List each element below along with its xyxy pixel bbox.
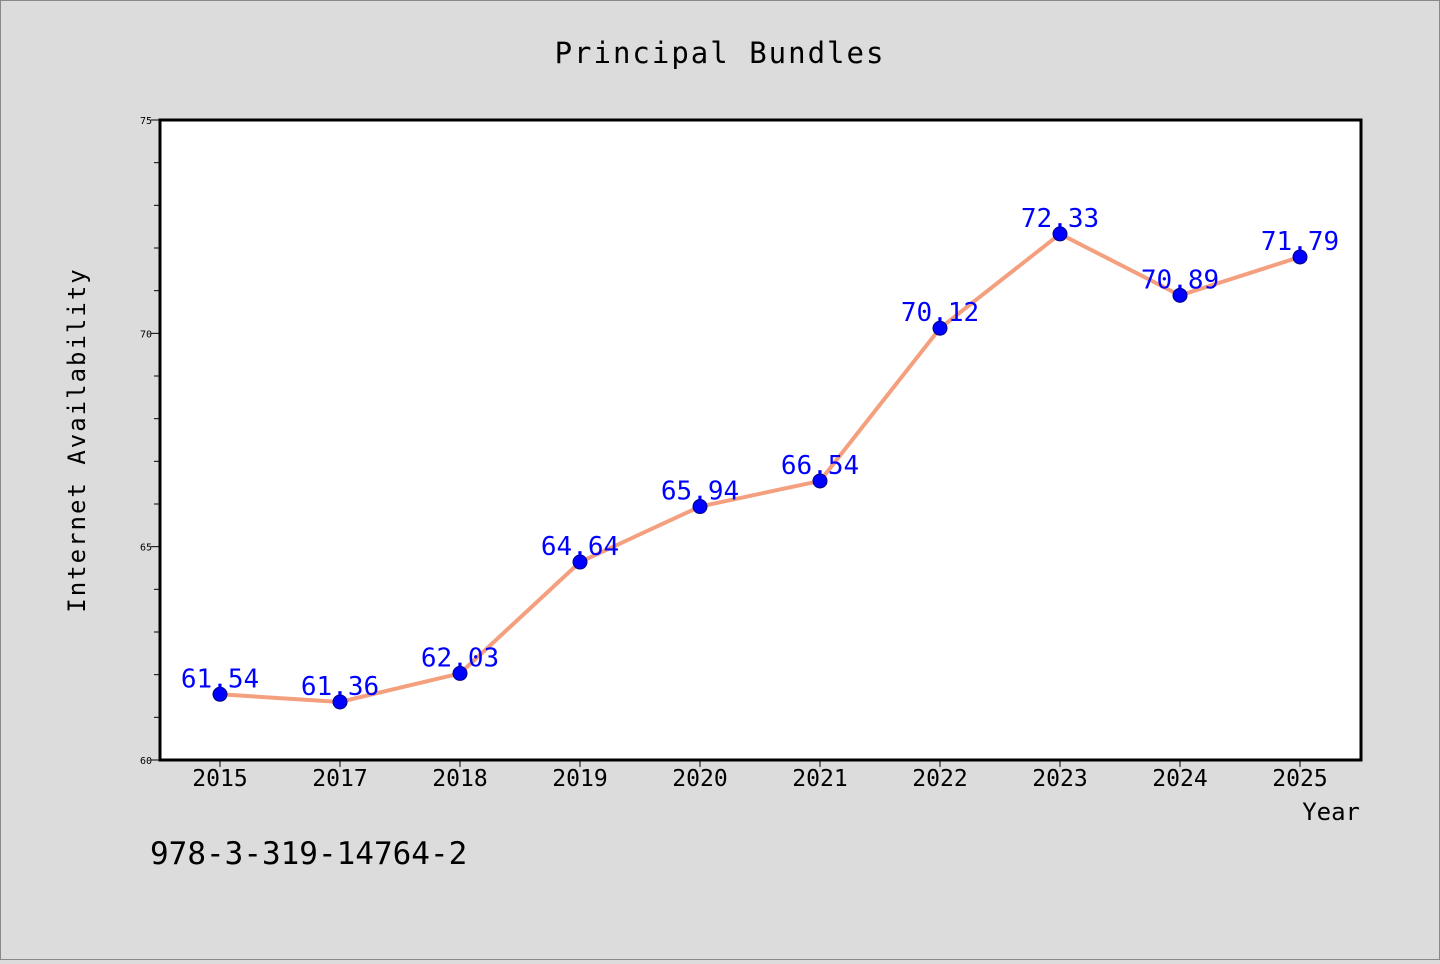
data-point — [812, 473, 828, 489]
data-point — [932, 320, 948, 336]
x-tick-label: 2018 — [432, 766, 487, 792]
x-tick-label: 2024 — [1152, 766, 1207, 792]
y-axis: 60 65 70 75 — [140, 116, 160, 767]
x-axis-label: Year — [1302, 798, 1360, 826]
data-point — [572, 554, 588, 570]
data-point — [452, 665, 468, 681]
y-tick-label: 60 — [140, 756, 152, 767]
data-point — [1052, 226, 1068, 242]
series-line — [218, 231, 1302, 704]
data-label: 62.03 — [421, 643, 499, 673]
data-label: 64.64 — [541, 532, 619, 562]
x-tick-label: 2021 — [792, 766, 847, 792]
data-label: 70.12 — [901, 298, 979, 328]
plot-area — [158, 118, 1363, 762]
data-labels: 61.54 61.36 62.03 64.64 65.94 66.54 70.12 72.33… — [181, 204, 1339, 702]
x-tick-label: 2015 — [192, 766, 247, 792]
data-label: 65.94 — [661, 477, 739, 507]
data-label: 61.36 — [301, 672, 379, 702]
data-label: 72.33 — [1021, 204, 1099, 234]
y-axis-label: Internet Availability — [63, 267, 91, 612]
data-point — [212, 686, 228, 702]
data-point — [692, 499, 708, 515]
data-point — [1292, 249, 1308, 265]
y-tick-label: 75 — [140, 116, 152, 127]
x-tick-label: 2025 — [1272, 766, 1327, 792]
data-label: 61.54 — [181, 664, 259, 694]
chart-title: Principal Bundles — [555, 36, 886, 70]
x-axis: 2015 2017 2018 2019 2020 2021 2022 2023 2024 2025 — [192, 760, 1328, 792]
y-tick-label: 65 — [140, 543, 152, 554]
x-tick-label: 2023 — [1032, 766, 1087, 792]
data-point — [1172, 287, 1188, 303]
x-tick-label: 2017 — [312, 766, 367, 792]
x-tick-label: 2022 — [912, 766, 967, 792]
data-point — [332, 694, 348, 710]
data-label: 71.79 — [1261, 227, 1339, 257]
series-layer — [212, 226, 1308, 710]
data-label: 66.54 — [781, 451, 859, 481]
x-tick-label: 2020 — [672, 766, 727, 792]
data-label: 70.89 — [1141, 265, 1219, 295]
x-tick-label: 2019 — [552, 766, 607, 792]
y-tick-label: 70 — [140, 329, 152, 340]
isbn-annotation: 978-3-319-14764-2 — [150, 836, 467, 872]
